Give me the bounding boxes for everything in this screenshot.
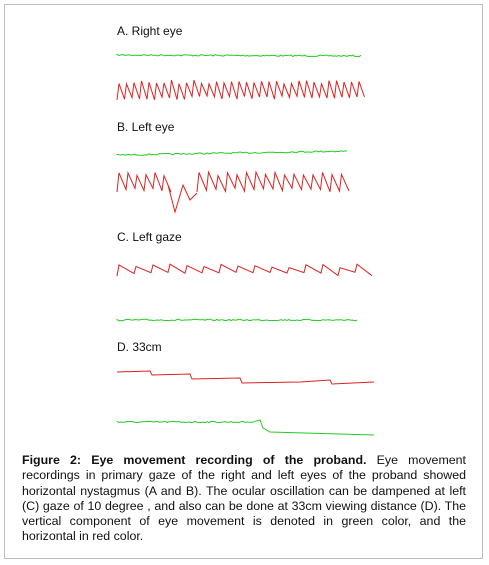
horizontal-trace xyxy=(116,370,375,385)
horizontal-trace xyxy=(116,263,373,277)
horizontal-trace xyxy=(116,79,365,101)
caption-title: Figure 2: Eye movement recording of the … xyxy=(22,453,367,467)
panel-label: B. Left eye xyxy=(117,120,175,134)
recordings xyxy=(116,53,375,436)
panel-label: C. Left gaze xyxy=(117,230,182,244)
vertical-trace xyxy=(116,150,348,156)
vertical-trace xyxy=(116,318,358,322)
caption: Figure 2: Eye movement recording of the … xyxy=(22,453,466,545)
panel-label: D. 33cm xyxy=(117,340,162,354)
figure-frame xyxy=(4,4,483,559)
horizontal-trace xyxy=(116,171,198,214)
horizontal-trace xyxy=(196,170,350,194)
caption-text: Eye movement recordings in primary gaze … xyxy=(22,453,466,544)
vertical-trace xyxy=(116,53,362,58)
panel-label: A. Right eye xyxy=(117,24,183,38)
vertical-trace xyxy=(116,419,375,436)
